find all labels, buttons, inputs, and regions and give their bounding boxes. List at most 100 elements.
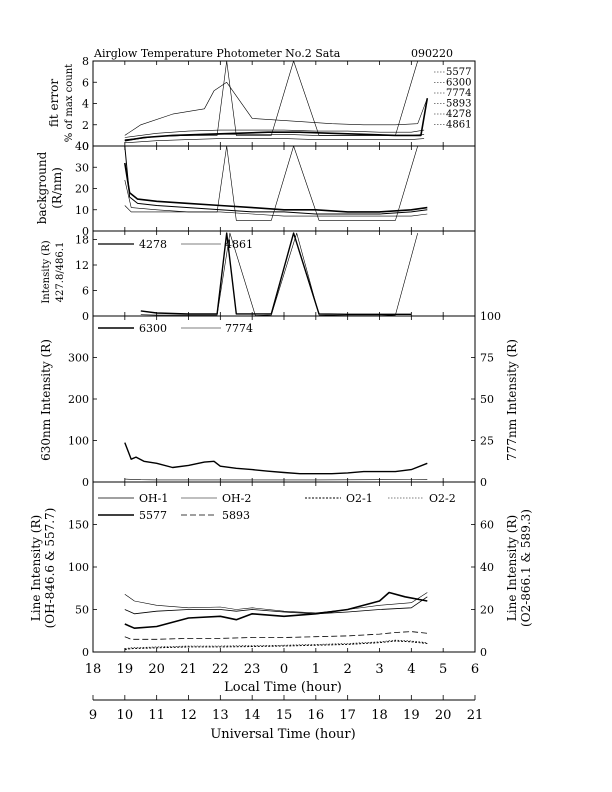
legend-label-oh-2: OH-2 (222, 492, 251, 505)
series-line-6300 (124, 82, 428, 136)
ut-tick-label: 11 (148, 708, 165, 723)
series-line-4861 (124, 129, 425, 138)
local-time-tick-label: 21 (180, 662, 197, 677)
y-tick-label: 50 (75, 604, 89, 617)
local-time-tick-label: 18 (85, 662, 102, 677)
panel1-ylabel: fit error (47, 79, 61, 127)
y-tick-label: 40 (75, 140, 89, 153)
series-line-4861 (140, 232, 418, 316)
local-time-tick-label: 2 (344, 662, 352, 677)
y-tick-label: 8 (82, 55, 89, 68)
panel5-ylabel-right2: (O2-866.1 & 589.3) (519, 509, 533, 627)
y-tick-label: 4 (82, 98, 89, 111)
local-time-tick-label: 0 (280, 662, 288, 677)
y-tick-label: 6 (82, 285, 89, 298)
y-tick-label: 30 (75, 161, 89, 174)
y-right-tick-label: 50 (480, 393, 494, 406)
series-line-p1-0 (124, 162, 428, 213)
local-time-axis-label: Local Time (hour) (224, 680, 342, 695)
ut-tick-label: 15 (276, 708, 293, 723)
legend-label-6300: 6300 (139, 322, 167, 335)
y-tick-label: 2 (82, 119, 89, 132)
local-time-tick-label: 1 (312, 662, 320, 677)
legend-label-oh-1: OH-1 (139, 492, 168, 505)
y-tick-label: 200 (68, 393, 89, 406)
y-right-tick-label: 20 (480, 604, 494, 617)
legend-label-4278: 4278 (139, 238, 167, 251)
panel5-ylabel-right: Line Intensity (R) (505, 515, 519, 621)
series-line-6300 (124, 442, 428, 475)
y-tick-label: 0 (82, 646, 89, 659)
series-line-5893 (124, 631, 428, 640)
y-tick-label: 12 (75, 259, 89, 272)
y-right-tick-label: 25 (480, 435, 494, 448)
ut-tick-label: 13 (212, 708, 229, 723)
y-tick-label: 150 (68, 519, 89, 532)
y-tick-label: 6 (82, 76, 89, 89)
ut-tick-label: 12 (180, 708, 197, 723)
local-time-tick-label: 4 (407, 662, 415, 677)
y-right-tick-label: 0 (480, 646, 487, 659)
y-tick-label: 0 (82, 225, 89, 238)
local-time-tick-label: 22 (212, 662, 229, 677)
legend-label-5893: 5893 (222, 509, 250, 522)
ut-tick-label: 17 (339, 708, 356, 723)
universal-time-axis-label: Universal Time (hour) (210, 727, 355, 742)
panel2-ylabel2: (R/nm) (50, 167, 64, 209)
y-right-tick-label: 75 (480, 352, 494, 365)
ut-tick-label: 18 (371, 708, 388, 723)
chart-title: Airglow Temperature Photometer No.2 Sata (93, 47, 341, 60)
series-line-5893 (124, 138, 425, 144)
y-right-tick-label: 40 (480, 561, 494, 574)
panel3-ylabel: Intensity (R) (41, 240, 52, 303)
legend-label-7774: 7774 (446, 88, 471, 99)
legend-label-4861: 4861 (446, 120, 471, 131)
local-time-tick-label: 5 (439, 662, 447, 677)
y-tick-label: 10 (75, 204, 89, 217)
series-line-5577 (124, 591, 428, 630)
panel1-ylabel2: % of max count (64, 64, 75, 142)
legend-label-6300: 6300 (446, 78, 471, 89)
panel3-ylabel2: 427.8/486.1 (55, 242, 66, 303)
local-time-tick-label: 3 (375, 662, 383, 677)
ut-tick-label: 9 (89, 708, 97, 723)
ut-tick-label: 10 (117, 708, 134, 723)
ut-tick-label: 14 (244, 708, 261, 723)
y-tick-label: 0 (82, 310, 89, 323)
local-time-tick-label: 6 (471, 662, 479, 677)
legend-label-4278: 4278 (446, 109, 471, 120)
local-time-tick-label: 19 (117, 662, 134, 677)
series-line-o2-1 (124, 640, 428, 650)
y-tick-label: 20 (75, 183, 89, 196)
legend-label-5893: 5893 (446, 99, 471, 110)
y-tick-label: 0 (82, 476, 89, 489)
panel5-ylabel2: (OH-846.6 & 557.7) (43, 508, 57, 629)
series-line-p1-3 (124, 145, 418, 221)
y-tick-label: 100 (68, 435, 89, 448)
ut-tick-label: 16 (308, 708, 325, 723)
series-line-4278 (124, 60, 418, 141)
series-line-oh-1 (124, 596, 428, 615)
legend-label-5577: 5577 (139, 509, 167, 522)
y-tick-label: 300 (68, 352, 89, 365)
ut-tick-label: 21 (467, 708, 484, 723)
series-line-o2-2 (124, 639, 428, 649)
local-time-tick-label: 23 (244, 662, 261, 677)
series-line-oh-2 (124, 592, 428, 614)
y-right-tick-label: 0 (480, 476, 487, 489)
legend-label-o2-1: O2-1 (346, 492, 373, 505)
y-tick-label: 18 (75, 234, 89, 247)
series-line-p1-1 (124, 145, 428, 215)
y-tick-label: 0 (82, 140, 89, 153)
legend-label-5577: 5577 (446, 67, 471, 78)
panel4-ylabel-right: 777nm Intensity (R) (505, 339, 519, 461)
series-line-p1-2 (124, 179, 428, 217)
ut-tick-label: 20 (435, 708, 452, 723)
legend-label-o2-2: O2-2 (429, 492, 456, 505)
y-right-tick-label: 60 (480, 519, 494, 532)
chart-date: 090220 (411, 47, 453, 60)
legend-label-4861: 4861 (225, 238, 253, 251)
series-line-7774 (124, 478, 428, 481)
panel4-ylabel: 630nm Intensity (R) (39, 339, 53, 461)
